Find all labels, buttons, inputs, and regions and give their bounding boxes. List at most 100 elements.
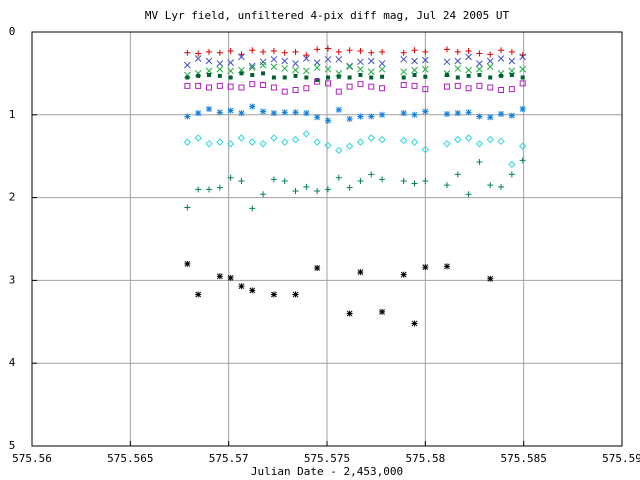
data-point — [303, 52, 310, 59]
data-point — [313, 59, 321, 66]
data-point — [270, 84, 277, 91]
data-point — [400, 81, 407, 88]
data-point — [324, 80, 331, 87]
data-point — [260, 108, 267, 115]
data-point — [368, 49, 375, 56]
data-point — [292, 109, 299, 116]
data-point — [518, 142, 527, 150]
data-point — [400, 68, 408, 76]
x-tick-label: 575.59 — [602, 452, 640, 465]
data-point — [207, 73, 211, 78]
data-point — [314, 114, 321, 121]
data-point — [454, 82, 461, 89]
data-point — [498, 47, 505, 54]
data-point — [195, 186, 202, 193]
data-point — [443, 46, 450, 53]
data-point — [216, 273, 223, 280]
data-point — [346, 310, 353, 317]
data-point — [205, 140, 213, 148]
data-point — [238, 178, 245, 185]
data-point — [324, 65, 332, 73]
data-point — [367, 68, 375, 76]
data-point — [454, 57, 462, 65]
data-point — [498, 110, 505, 117]
data-point — [314, 78, 321, 85]
data-point — [455, 75, 460, 80]
data-point — [411, 47, 418, 54]
data-point — [465, 109, 472, 116]
data-point — [346, 184, 353, 191]
data-point — [227, 67, 234, 75]
data-point — [249, 81, 256, 88]
data-point — [486, 57, 494, 65]
data-point — [261, 71, 266, 76]
data-point — [324, 141, 332, 150]
data-point — [345, 142, 354, 150]
data-point — [270, 55, 278, 63]
data-point — [400, 271, 407, 278]
data-point — [476, 65, 483, 73]
data-point — [270, 48, 277, 55]
x-tick-label: 575.565 — [107, 452, 153, 465]
data-point — [476, 60, 483, 67]
data-point — [443, 110, 450, 117]
data-point — [227, 174, 234, 181]
data-point — [443, 182, 450, 189]
data-point — [487, 275, 494, 282]
data-point — [508, 48, 515, 55]
data-point — [488, 75, 493, 80]
data-point — [357, 65, 364, 73]
data-point — [195, 110, 202, 117]
data-point — [379, 48, 386, 55]
data-point — [183, 138, 192, 146]
data-point — [217, 73, 222, 78]
chart-title: MV Lyr field, unfiltered 4-pix diff mag,… — [145, 9, 510, 22]
data-point — [357, 269, 364, 276]
data-point — [379, 176, 386, 183]
data-point — [422, 86, 429, 93]
data-point — [444, 73, 449, 78]
data-point — [325, 75, 330, 80]
data-point — [498, 183, 505, 190]
data-point — [466, 73, 471, 78]
data-point — [400, 55, 408, 63]
data-point — [486, 63, 494, 71]
data-point — [206, 106, 212, 113]
data-point — [508, 171, 515, 178]
data-point — [336, 74, 341, 79]
data-point — [421, 65, 429, 73]
data-point — [519, 65, 527, 73]
data-point — [216, 138, 224, 146]
data-point — [378, 65, 386, 73]
x-tick-label: 575.575 — [304, 452, 350, 465]
data-point — [270, 134, 278, 142]
data-point — [443, 263, 450, 270]
data-point — [335, 146, 343, 155]
data-point — [357, 58, 364, 66]
data-point — [508, 57, 516, 65]
data-point — [499, 73, 504, 78]
data-point — [249, 287, 256, 294]
data-point — [270, 63, 278, 71]
data-point — [519, 53, 527, 61]
y-tick-label: 5 — [9, 439, 16, 452]
data-point — [282, 75, 287, 80]
data-point — [465, 85, 472, 92]
data-point — [412, 73, 417, 78]
data-point — [356, 138, 365, 146]
x-axis-label: Julian Date - 2,453,000 — [251, 465, 403, 478]
data-point — [335, 48, 342, 55]
data-point — [465, 191, 472, 198]
data-point — [410, 138, 419, 146]
data-point — [421, 56, 429, 64]
data-point — [260, 81, 267, 88]
data-point — [292, 60, 299, 67]
data-point — [335, 88, 342, 95]
data-point — [324, 55, 332, 63]
data-point — [185, 75, 190, 80]
data-point — [195, 82, 202, 89]
data-point — [423, 74, 428, 79]
data-point — [476, 50, 483, 57]
data-point — [368, 83, 375, 90]
data-point — [292, 48, 299, 55]
